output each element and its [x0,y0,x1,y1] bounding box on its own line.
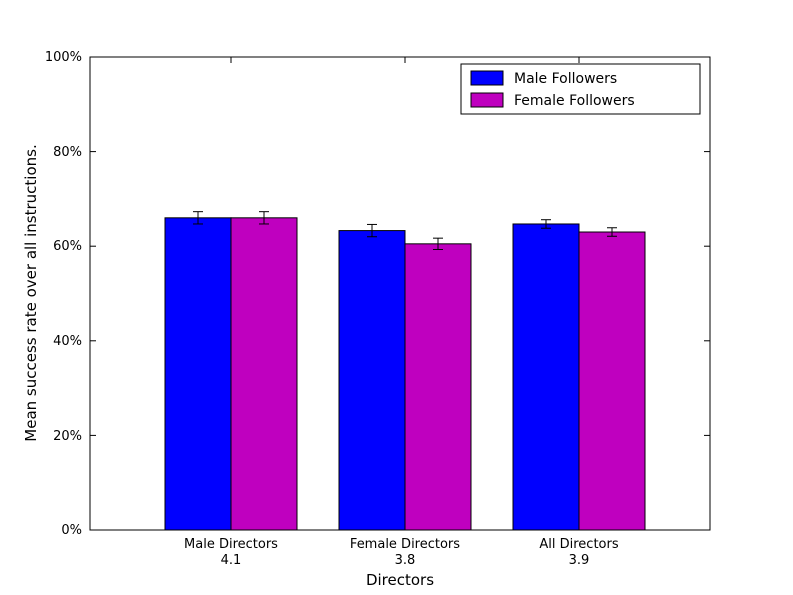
ytick-label-80: 80% [53,145,82,160]
ytick-label-40: 40% [53,334,82,349]
y-axis-label: Mean success rate over all instructions. [22,144,40,441]
xtick-sublabel-male-directors: 4.1 [221,553,242,568]
bar-male-followers-1 [338,230,406,531]
xtick-label-all-directors: All Directors [539,537,618,552]
ytick-label-0: 0% [61,523,82,538]
legend: Male Followers Female Followers [460,63,701,115]
bar-female-followers-0 [230,217,298,531]
ytick-label-100: 100% [45,50,82,65]
ytick-label-60: 60% [53,239,82,254]
xtick-sublabel-female-directors: 3.8 [395,553,416,568]
bar-female-followers-2 [578,231,646,531]
xtick-label-male-directors: Male Directors [184,537,278,552]
bar-male-followers-2 [512,223,580,531]
bars-layer [164,211,646,531]
legend-label-female-followers: Female Followers [514,93,635,109]
legend-label-male-followers: Male Followers [514,71,617,87]
legend-swatch-female-followers [470,92,504,108]
ticks-layer [90,56,710,531]
xtick-sublabel-all-directors: 3.9 [569,553,590,568]
x-axis-tick-labels: Male Directors 4.1 Female Directors 3.8 … [184,537,619,568]
bar-male-followers-0 [164,217,232,531]
xtick-label-female-directors: Female Directors [350,537,460,552]
bar-female-followers-1 [404,243,472,531]
ytick-label-20: 20% [53,429,82,444]
y-axis-tick-labels: 0% 20% 40% 60% 80% 100% [45,50,82,538]
x-axis-label: Directors [366,571,434,589]
legend-swatch-male-followers [470,70,504,86]
